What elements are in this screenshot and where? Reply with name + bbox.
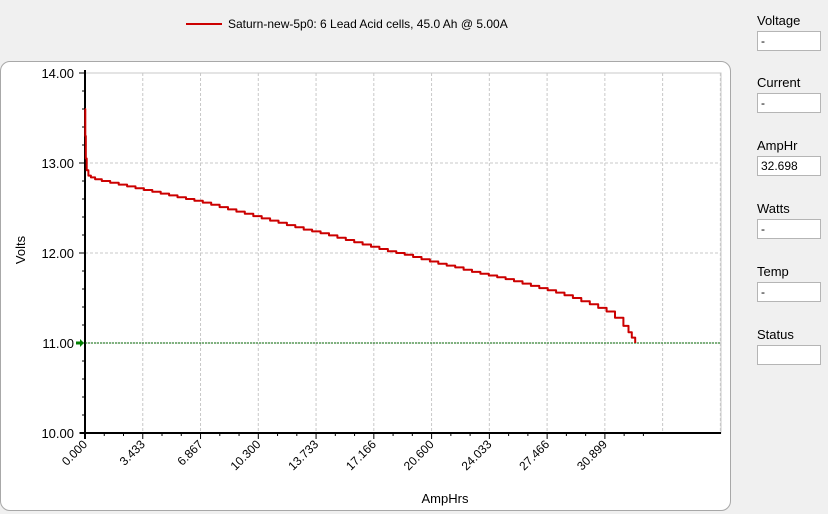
status-readout: Status xyxy=(757,327,821,365)
y-tick-label: 11.00 xyxy=(42,336,74,351)
y-tick-label: 10.00 xyxy=(41,426,74,441)
voltage-field[interactable]: - xyxy=(757,31,821,51)
x-tick-label: 0.000 xyxy=(59,437,90,468)
temp-label: Temp xyxy=(757,264,789,279)
y-axis-title: Volts xyxy=(13,235,28,264)
legend-label: Saturn-new-5p0: 6 Lead Acid cells, 45.0 … xyxy=(228,17,508,31)
temp-readout: Temp - xyxy=(757,264,821,302)
amphr-label: AmpHr xyxy=(757,138,798,153)
series-line xyxy=(84,108,637,343)
watts-readout: Watts - xyxy=(757,201,821,239)
chart-panel: 10.00 11.00 12.00 13.00 14.00 0.000 3.433 6.867… xyxy=(0,61,731,511)
x-axis-title: AmpHrs xyxy=(422,491,469,506)
x-tick-label: 3.433 xyxy=(117,437,148,468)
x-tick-label: 17.166 xyxy=(343,437,379,473)
temp-field[interactable]: - xyxy=(757,282,821,302)
x-tick-label: 20.600 xyxy=(401,437,437,473)
x-tick-label: 10.300 xyxy=(228,437,264,473)
x-tick-label: 13.733 xyxy=(285,437,321,473)
voltage-label: Voltage xyxy=(757,13,801,28)
chart-legend: Saturn-new-5p0: 6 Lead Acid cells, 45.0 … xyxy=(186,16,508,32)
watts-field[interactable]: - xyxy=(757,219,821,239)
x-tick-label: 24.033 xyxy=(459,437,495,473)
amphr-readout: AmpHr 32.698 xyxy=(757,138,821,176)
current-readout: Current - xyxy=(757,75,821,113)
watts-label: Watts xyxy=(757,201,790,216)
voltage-readout: Voltage - xyxy=(757,13,821,51)
cutoff-arrow-icon xyxy=(76,339,84,347)
legend-line-swatch xyxy=(186,23,222,25)
x-tick-label: 6.867 xyxy=(175,437,206,468)
y-tick-label: 12.00 xyxy=(41,246,74,261)
amphr-field[interactable]: 32.698 xyxy=(757,156,821,176)
y-tick-label: 13.00 xyxy=(41,156,74,171)
current-field[interactable]: - xyxy=(757,93,821,113)
y-tick-label: 14.00 xyxy=(41,66,74,81)
x-tick-label: 30.899 xyxy=(574,437,610,473)
status-field[interactable] xyxy=(757,345,821,365)
discharge-chart: 10.00 11.00 12.00 13.00 14.00 0.000 3.433 6.867… xyxy=(13,66,722,506)
status-label: Status xyxy=(757,327,794,342)
current-label: Current xyxy=(757,75,801,90)
x-tick-label: 27.466 xyxy=(516,437,552,473)
